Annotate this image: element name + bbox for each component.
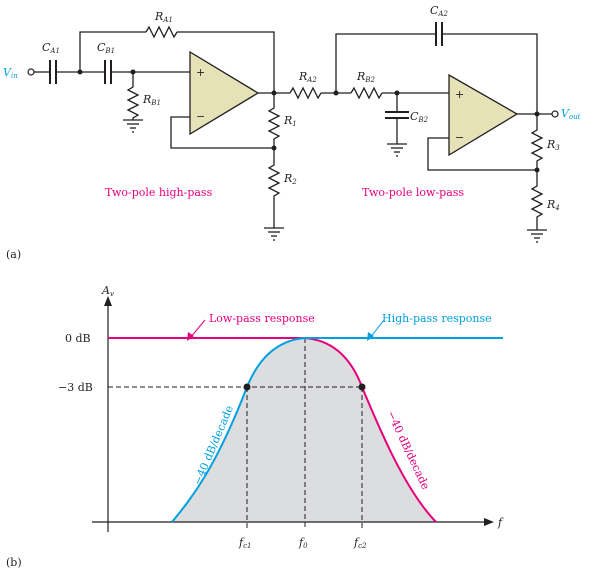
resistor-r1 bbox=[267, 93, 281, 148]
tick-minus3db: −3 dB bbox=[58, 381, 93, 394]
label-r4: R4 bbox=[546, 198, 560, 212]
caption-lowpass: Two-pole low-pass bbox=[362, 186, 464, 199]
wire-ca2-out bbox=[442, 33, 538, 114]
label-r1: R1 bbox=[283, 114, 297, 128]
resistor-r3 bbox=[530, 114, 544, 170]
vout-terminal bbox=[551, 110, 559, 118]
label-b: (b) bbox=[6, 556, 22, 569]
ground-cb2 bbox=[387, 143, 407, 157]
wire-ra1-out bbox=[177, 31, 275, 93]
resistor-r4 bbox=[530, 170, 544, 230]
label-ca1: CA1 bbox=[42, 41, 60, 55]
resistor-r2 bbox=[267, 148, 281, 228]
resistor-rb1 bbox=[126, 72, 140, 120]
response-graph: (b) Av f 0 dB −3 dB Low-pass response Hi… bbox=[6, 284, 504, 569]
y-axis-label: Av bbox=[101, 284, 114, 298]
label-ra1: RA1 bbox=[154, 10, 173, 24]
label-rb1: RB1 bbox=[142, 93, 161, 107]
label-cb1: CB1 bbox=[97, 41, 115, 55]
x-axis-label: f bbox=[497, 516, 504, 529]
highpass-label: High-pass response bbox=[382, 312, 492, 325]
tick-0db: 0 dB bbox=[65, 332, 91, 345]
wire-opamp1-neg bbox=[170, 116, 274, 149]
capacitor-cb2 bbox=[385, 111, 409, 119]
label-a: (a) bbox=[6, 248, 21, 261]
label-cb2: CB2 bbox=[410, 110, 429, 124]
passband-fill bbox=[172, 338, 436, 522]
opamp-1 bbox=[189, 50, 260, 136]
ground-r4 bbox=[527, 229, 547, 243]
label-r2: R2 bbox=[283, 172, 297, 186]
capacitor-cb1 bbox=[104, 60, 112, 84]
resistor-ra2 bbox=[289, 86, 322, 100]
circuit-diagram: + − bbox=[3, 4, 581, 261]
ground-r2 bbox=[264, 227, 284, 241]
fc1-point bbox=[243, 383, 251, 391]
wire-feedback-ca2 bbox=[335, 33, 436, 93]
opamp-1-plus: + bbox=[196, 66, 205, 79]
label-vin: Vin bbox=[3, 66, 18, 80]
capacitor-ca1 bbox=[49, 60, 57, 84]
label-r3: R3 bbox=[546, 138, 560, 152]
lowpass-label: Low-pass response bbox=[209, 312, 315, 325]
tick-f0: f0 bbox=[298, 536, 308, 550]
resistor-ra1 bbox=[145, 25, 178, 39]
opamp-2-plus: + bbox=[455, 88, 464, 101]
label-ca2: CA2 bbox=[430, 4, 448, 18]
capacitor-ca2 bbox=[435, 22, 443, 46]
fc2-point bbox=[358, 383, 366, 391]
tick-fc1: fc1 bbox=[238, 536, 251, 550]
tick-fc2: fc2 bbox=[353, 536, 367, 550]
opamp-1-minus: − bbox=[196, 110, 205, 123]
x-axis-arrow bbox=[484, 518, 494, 526]
ground-rb1 bbox=[123, 119, 143, 133]
opamp-2-minus: − bbox=[455, 131, 464, 144]
opamp-2 bbox=[448, 73, 519, 157]
resistor-rb2 bbox=[350, 86, 383, 100]
y-axis-arrow bbox=[104, 296, 112, 306]
highpass-leader-arrow bbox=[367, 332, 374, 341]
caption-highpass: Two-pole high-pass bbox=[105, 186, 213, 199]
wire-opamp2-neg bbox=[427, 137, 537, 171]
label-rb2: RB2 bbox=[356, 70, 375, 84]
wire-feedback-ra1 bbox=[79, 31, 146, 72]
vin-terminal bbox=[27, 68, 35, 76]
lowpass-leader-arrow bbox=[187, 332, 194, 341]
label-vout: Vout bbox=[561, 107, 581, 121]
label-ra2: RA2 bbox=[298, 70, 317, 84]
